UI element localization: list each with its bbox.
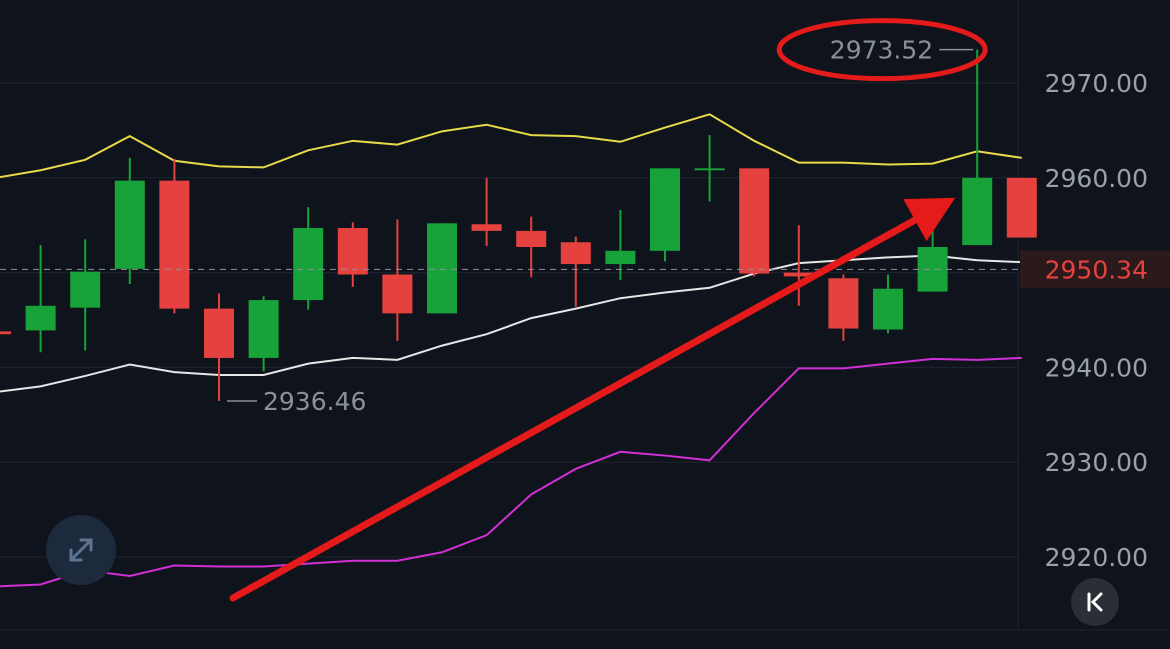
y-tick-label: 2940.00 <box>1045 353 1148 382</box>
candle-up <box>114 180 145 269</box>
expand-arrows-icon <box>69 538 93 562</box>
candle-down <box>1006 177 1037 238</box>
candle-up <box>25 305 56 331</box>
collapse-left-icon <box>1087 592 1103 612</box>
candle-down <box>382 274 413 314</box>
candle-down <box>159 180 190 309</box>
y-tick-label: 2970.00 <box>1045 69 1148 98</box>
y-tick-label: 2960.00 <box>1045 164 1148 193</box>
candle-up <box>70 271 101 308</box>
candle-down <box>0 331 11 335</box>
candle-down <box>516 230 547 248</box>
candle-down <box>783 272 814 277</box>
fullscreen-button[interactable] <box>46 515 116 585</box>
candle-up <box>427 223 457 314</box>
candle-up <box>873 288 903 330</box>
lower-band-line <box>0 356 1022 588</box>
candle-up <box>248 300 279 358</box>
candle-up <box>605 250 636 265</box>
candle-up <box>694 168 725 171</box>
y-tick-label: 2920.00 <box>1045 543 1148 572</box>
middle-band-line <box>0 254 1022 393</box>
collapse-button[interactable] <box>1071 578 1119 626</box>
candle-up <box>917 247 948 292</box>
trend-arrow-shaft <box>229 216 919 602</box>
candle-up <box>650 168 680 251</box>
candle-down <box>471 224 502 231</box>
y-tick-label: 2930.00 <box>1045 448 1148 477</box>
candle-down <box>337 228 368 275</box>
highlight-ellipse <box>776 18 988 82</box>
last-price-box <box>1020 250 1170 289</box>
candle-down <box>204 308 234 358</box>
low-value-label: 2936.46 <box>263 387 366 416</box>
candle-down <box>560 242 591 265</box>
trend-arrow-head <box>903 197 956 242</box>
candle-up <box>962 177 993 246</box>
upper-band-line <box>0 113 1022 179</box>
last-price-label: 2950.34 <box>1045 255 1148 284</box>
candle-down <box>739 168 770 274</box>
high-value-label: 2973.52 <box>830 36 933 65</box>
candle-down <box>828 278 859 329</box>
candle-up <box>293 228 324 301</box>
